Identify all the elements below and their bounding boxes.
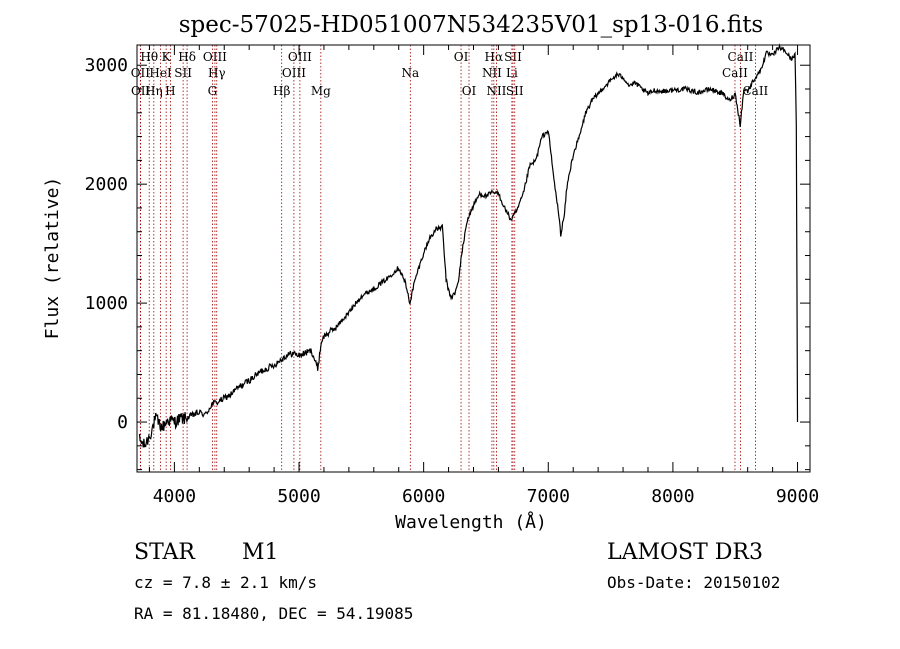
line-label-0: Hθ — [140, 50, 158, 64]
line-label-21: NII — [486, 84, 506, 98]
x-axis-ticks: 4000 5000 6000 7000 8000 9000 — [148, 45, 819, 507]
line-label-20: NII — [482, 66, 502, 80]
x-tick-label-6000: 6000 — [402, 486, 445, 507]
line-label-22: SII — [504, 50, 522, 64]
line-label-6: H — [165, 84, 175, 98]
line-label-27: CaII — [742, 84, 768, 98]
observation-date: Obs-Date: 20150102 — [607, 573, 781, 592]
line-label-10: Hγ — [208, 66, 226, 80]
y-tick-label-3000: 3000 — [85, 55, 128, 76]
line-label-18: OI — [462, 84, 477, 98]
line-label-7: SII — [174, 66, 192, 80]
y-tick-label-0: 0 — [117, 412, 128, 433]
line-label-5: K — [162, 50, 172, 64]
object-class: STAR — [134, 540, 195, 565]
line-label-24: SII — [506, 84, 524, 98]
line-label-26: CaII — [722, 66, 748, 80]
line-label-25: CaII — [728, 50, 754, 64]
x-tick-label-7000: 7000 — [527, 486, 570, 507]
line-label-8: Hδ — [178, 50, 196, 64]
object-subclass: M1 — [242, 540, 279, 565]
chart-title: spec-57025-HD051007N534235V01_sp13-016.f… — [179, 12, 764, 38]
line-label-13: OIII — [282, 66, 306, 80]
line-label-15: Mg — [311, 84, 331, 98]
line-label-14: OIII — [288, 50, 312, 64]
line-label-19: Hα — [485, 50, 504, 64]
line-label-23: Li — [506, 66, 518, 80]
line-label-12: Hβ — [273, 84, 290, 98]
line-label-4: HeI — [149, 66, 172, 80]
x-tick-label-8000: 8000 — [651, 486, 694, 507]
survey-name: LAMOST DR3 — [607, 540, 763, 565]
line-label-9: OIII — [203, 50, 227, 64]
x-tick-label-4000: 4000 — [153, 486, 196, 507]
line-label-3: Hη — [145, 84, 163, 98]
y-axis-ticks: 0 1000 2000 3000 — [85, 55, 810, 471]
spectrum-line — [138, 43, 799, 448]
line-label-17: OI — [454, 50, 469, 64]
x-tick-label-9000: 9000 — [776, 486, 819, 507]
plot-frame — [136, 44, 811, 473]
x-tick-label-5000: 5000 — [277, 486, 320, 507]
y-tick-label-1000: 1000 — [85, 293, 128, 314]
x-axis-label: Wavelength (Å) — [395, 511, 547, 533]
y-tick-label-2000: 2000 — [85, 174, 128, 195]
redshift-text: cz = 7.8 ± 2.1 km/s — [134, 573, 318, 592]
line-label-11: G — [208, 84, 218, 98]
coordinates-text: RA = 81.18480, DEC = 54.19085 — [134, 604, 414, 623]
line-label-16: Na — [401, 66, 419, 80]
y-axis-label: Flux (relative) — [42, 177, 63, 340]
line-label-2: OII — [131, 84, 151, 98]
